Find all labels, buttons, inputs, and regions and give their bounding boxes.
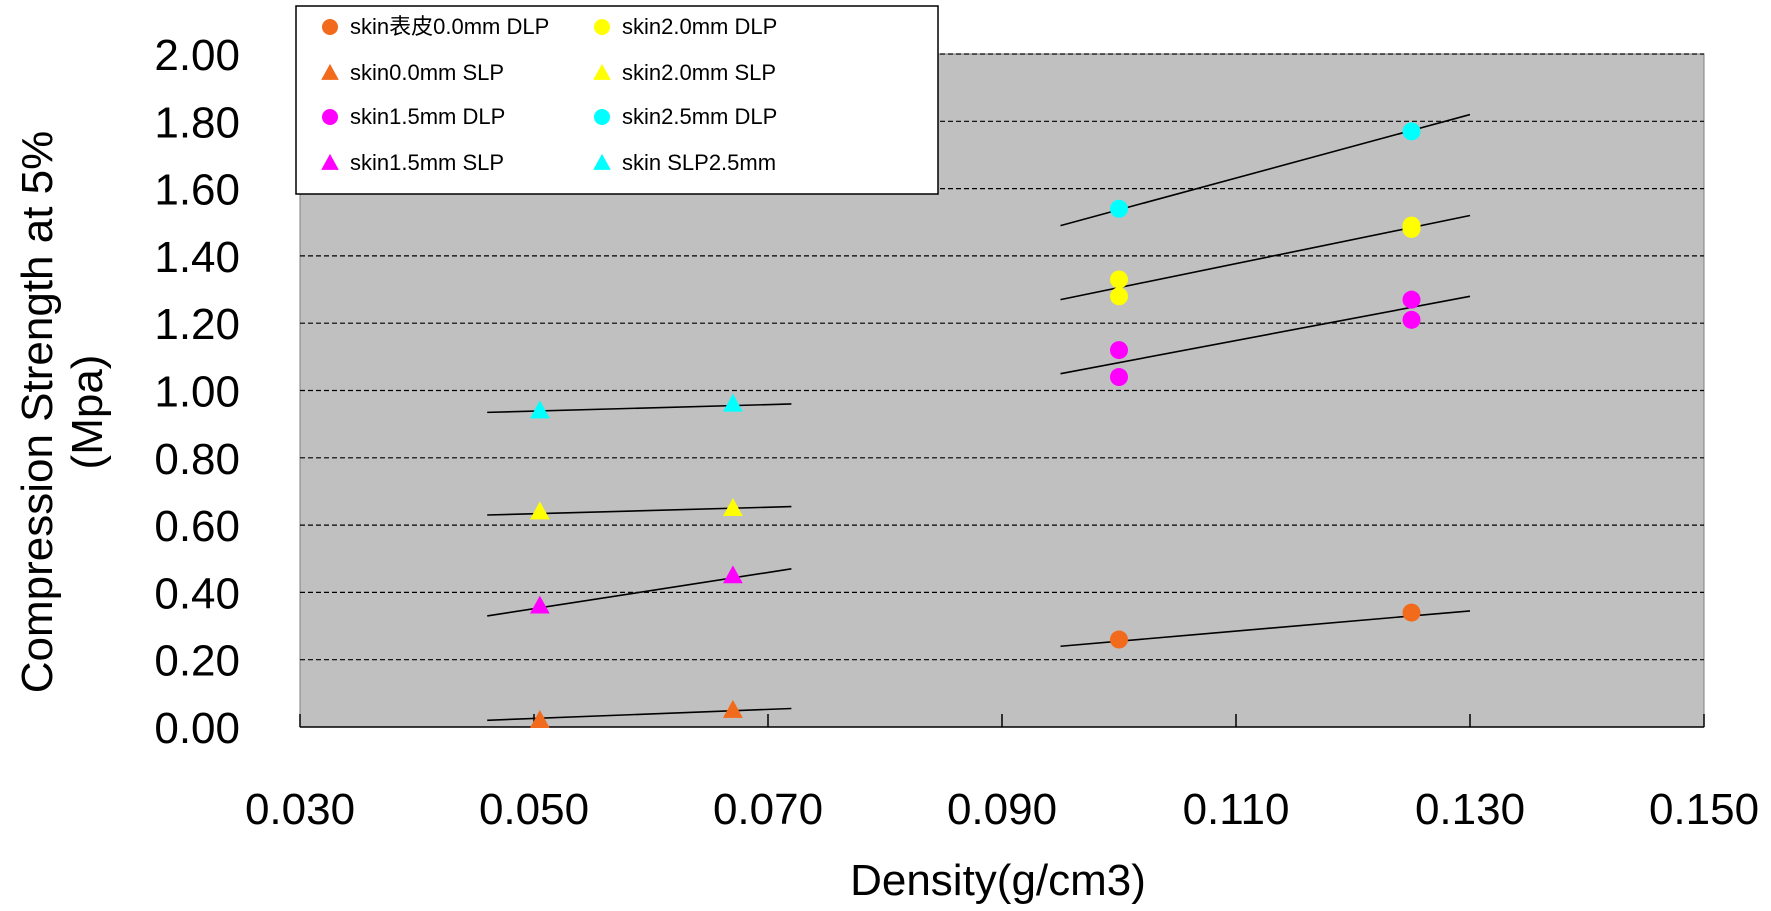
data-point-circle (1110, 270, 1128, 289)
x-tick-label: 0.030 (245, 785, 355, 834)
trendline (1060, 610, 1471, 648)
legend: skin表皮0.0mm DLP skin2.0mm DLP skin0.0mm SL… (295, 5, 939, 195)
y-tick-label: 0.00 (154, 704, 240, 753)
data-point-triangle (723, 565, 743, 584)
data-point-circle (1110, 341, 1128, 360)
data-point-circle (1402, 310, 1421, 329)
data-point-triangle (723, 498, 743, 516)
legend-items: skin表皮0.0mm DLP skin2.0mm DLP skin0.0mm SL… (321, 14, 777, 175)
legend-marker (322, 109, 338, 125)
y-tick-label: 1.00 (154, 368, 240, 417)
x-tick-label: 0.070 (713, 785, 823, 834)
legend-box (295, 5, 939, 195)
data-point-circle (1110, 287, 1128, 306)
y-tick-labels: 0.00 0.20 0.40 0.60 0.80 1.00 1.20 1.40 1.60 1.80… (154, 31, 240, 753)
legend-marker (594, 19, 610, 35)
data-point-circle (1402, 219, 1421, 238)
legend-label: skin SLP2.5mm (622, 150, 776, 175)
legend-marker (593, 153, 611, 170)
legend-marker (321, 63, 339, 80)
y-tick-label: 1.60 (154, 166, 240, 215)
legend-marker (594, 109, 610, 125)
data-point-triangle (529, 595, 550, 614)
y-tick-label: 1.40 (154, 233, 240, 282)
x-tick-labels: 0.030 0.050 0.070 0.090 0.110 0.130 0.150 (245, 785, 1759, 834)
y-tick-label: 1.20 (154, 300, 240, 349)
data-point-circle (1402, 290, 1421, 309)
y-tick-label: 0.80 (154, 435, 240, 484)
legend-label: skin1.5mm DLP (350, 104, 505, 129)
y-axis-label-line2: (Mpa) (63, 355, 112, 470)
y-axis-label-line1: Compression Strength at 5% (13, 131, 62, 694)
legend-label: skin表皮0.0mm DLP (350, 14, 549, 39)
legend-label: skin1.5mm SLP (350, 150, 504, 175)
legend-marker (593, 63, 611, 80)
data-point-triangle (723, 699, 743, 718)
legend-label: skin2.5mm DLP (622, 104, 777, 129)
data-point-circle (1110, 368, 1128, 387)
legend-label: skin2.0mm DLP (622, 14, 777, 39)
legend-marker (322, 19, 338, 35)
x-tick-label: 0.150 (1649, 785, 1759, 834)
data-point-triangle (529, 710, 550, 728)
data-point-triangle (529, 400, 550, 419)
y-tick-label: 0.60 (154, 502, 240, 551)
data-point-circle (1110, 199, 1128, 218)
x-tick-label: 0.110 (1183, 785, 1290, 834)
legend-label: skin0.0mm SLP (350, 60, 504, 85)
y-tick-label: 0.40 (154, 569, 240, 618)
data-points (529, 122, 1421, 728)
x-axis-label: Density(g/cm3) (850, 856, 1146, 905)
data-point-circle (1402, 122, 1421, 141)
x-tick-label: 0.090 (947, 785, 1057, 834)
trendline (1060, 214, 1471, 301)
data-point-triangle (723, 393, 743, 412)
trendline (1060, 113, 1471, 227)
legend-label: skin2.0mm SLP (622, 60, 776, 85)
data-point-triangle (529, 501, 550, 520)
y-tick-label: 0.20 (154, 637, 240, 686)
x-tick-label: 0.130 (1415, 785, 1525, 834)
x-tick-label: 0.050 (479, 785, 589, 834)
data-point-circle (1402, 603, 1421, 622)
legend-marker (321, 153, 339, 170)
y-tick-label: 2.00 (154, 31, 240, 80)
data-point-circle (1110, 630, 1128, 649)
trendline (1060, 295, 1471, 375)
y-tick-label: 1.80 (154, 98, 240, 147)
